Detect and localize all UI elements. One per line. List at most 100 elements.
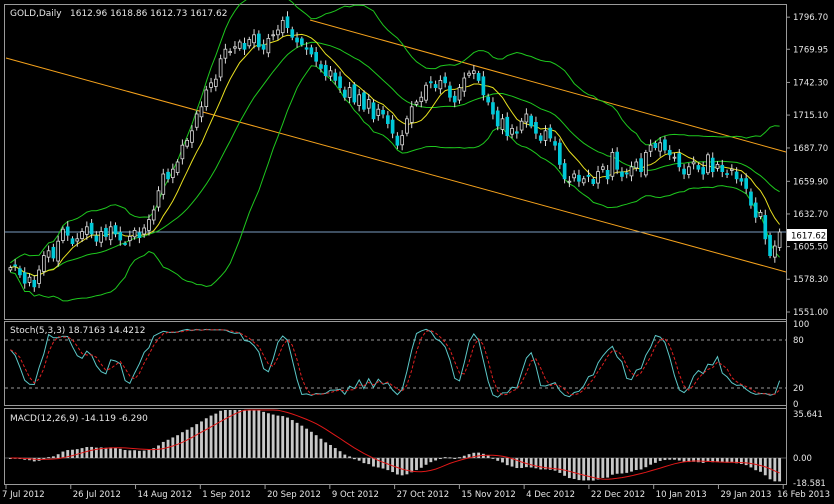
candle [352,82,357,105]
macd-bar [610,457,614,475]
stoch-tick-label: 80 [793,336,804,346]
macd-bar [228,410,232,458]
candle [46,245,51,263]
time-tick-label: 29 Jan 2013 [720,490,771,500]
last-price-label: 1617.62 [791,232,826,242]
candle [8,265,13,273]
candle [256,30,261,51]
candle [362,90,366,112]
macd-bar [104,447,108,458]
candle [519,117,524,134]
macd-bar [544,457,547,470]
candle [247,36,252,49]
candle [610,148,615,181]
macd-bar [204,418,208,458]
candle [624,168,629,179]
candle [252,29,256,49]
channel-lower-line [5,57,787,273]
candle [113,222,118,238]
macd-tick-label: -18.581 [793,479,826,489]
candle [280,16,285,37]
candle [405,115,409,137]
candle [768,232,772,259]
macd-bar [157,445,160,458]
macd-bar [262,411,266,458]
candle [433,80,438,92]
candle [691,156,696,170]
candle [763,209,768,245]
time-tick-label: 1 Sep 2012 [202,490,250,500]
candle [715,161,720,172]
macd-bar [257,410,261,458]
macd-bar [381,457,385,469]
macd-bar [501,457,504,463]
macd-bar [677,457,681,461]
candle [80,228,84,243]
candle [271,30,276,41]
candle [338,71,342,93]
candle [295,32,299,48]
macd-bar [185,429,189,458]
candle [505,112,510,141]
candle [304,42,309,55]
time-tick-label: 27 Oct 2012 [397,490,450,500]
candle [61,226,65,244]
candle [457,83,462,104]
price-tick-label: 1605.50 [793,243,828,253]
macd-bar [333,448,337,458]
macd-bar [553,457,557,471]
candle [476,70,481,83]
macd-bar [233,410,237,458]
stoch-signal-line [10,329,780,396]
price-panel-frame [4,4,787,320]
channel-upper-line [309,19,787,153]
macd-bar [567,457,571,479]
macd-bar [486,455,490,458]
macd-bar [367,457,371,465]
macd-bar [395,457,399,475]
time-tick-label: 7 Jul 2012 [2,490,45,500]
candle [194,110,199,131]
macd-bar [376,457,380,468]
candle [481,71,486,101]
time-tick-label: 26 Jul 2012 [73,490,121,500]
axes: 1796.70 1769.95 1742.30 1715.10 1687.70 1659.… [2,13,830,500]
macd-bar [352,457,356,460]
candle [419,91,424,108]
candle [299,36,304,47]
candle [443,72,448,88]
macd-bar [505,457,509,466]
candle [89,218,94,239]
candle [639,153,643,178]
macd-bar [601,457,605,478]
stoch-tick-label: 100 [793,320,809,330]
macd-bar [56,454,60,458]
macd-bar [400,457,404,476]
macd-bar [415,457,418,471]
macd-bar [778,457,782,482]
macd-bar [223,410,227,458]
macd-bar [606,457,610,478]
macd-bar [510,457,514,467]
macd-bar [314,435,318,458]
macd-bar [563,457,567,476]
candle [104,224,108,241]
macd-bar [515,457,519,469]
candle [94,231,99,246]
macd-bar [161,441,165,458]
macd-bar [577,457,581,481]
candle [75,233,80,247]
macd-bar [696,457,700,463]
macd-bar [123,449,127,458]
candle [758,209,763,220]
candle [261,39,266,55]
time-tick-label: 15 Nov 2012 [461,490,515,500]
candle [538,132,543,144]
candle [314,46,319,67]
candle [577,169,581,187]
time-tick-label: 22 Dec 2012 [591,490,645,500]
macd-bar [266,413,270,458]
macd-bar [548,457,552,470]
candle [562,159,567,184]
macd-bar [286,417,289,458]
